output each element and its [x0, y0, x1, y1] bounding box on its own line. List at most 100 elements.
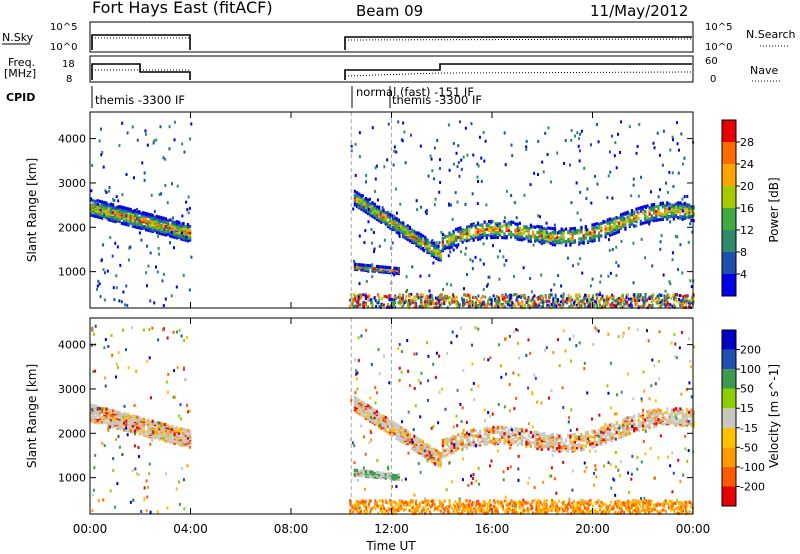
near-range-cell	[423, 304, 426, 308]
scatter-cell	[652, 216, 656, 220]
scatter-cell	[441, 455, 444, 459]
near-range-cell	[567, 294, 570, 298]
noise-cell	[570, 138, 573, 142]
noise-cell	[563, 161, 566, 165]
scatter-cell	[433, 461, 436, 465]
near-range-cell	[362, 304, 365, 308]
scatter-cell	[428, 248, 431, 252]
noise-cell	[668, 215, 671, 219]
noise-cell	[372, 231, 375, 235]
near-range-cell	[371, 305, 374, 309]
scatter-cell	[536, 438, 539, 442]
noise-cell	[680, 392, 683, 396]
noise-cell	[515, 216, 518, 220]
scatter-cell	[633, 214, 636, 218]
scatter-cell	[463, 228, 466, 232]
noise-cell	[162, 156, 165, 160]
near-range-cell	[349, 298, 352, 302]
near-range-cell	[656, 301, 659, 305]
noise-cell	[680, 330, 683, 334]
near-range-cell	[466, 298, 469, 302]
scatter-cell	[483, 234, 486, 238]
scatter-cell	[98, 215, 101, 220]
scatter-cell	[448, 440, 451, 444]
scatter-cell	[476, 237, 480, 241]
noise-cell	[680, 132, 683, 136]
nsky-tick-bottom: 10^0	[50, 42, 77, 53]
noise-cell	[491, 220, 494, 224]
scatter-cell	[512, 437, 515, 442]
noise-cell	[173, 138, 176, 142]
noise-cell	[502, 255, 505, 259]
scatter-cell	[138, 432, 141, 436]
near-range-cell	[633, 296, 636, 300]
scatter-cell	[465, 239, 469, 243]
scatter-cell	[534, 444, 537, 448]
noise-cell	[503, 216, 506, 220]
scatter-cell	[648, 419, 651, 423]
noise-cell	[438, 241, 441, 245]
near-range-cell	[589, 305, 592, 309]
near-range-cell	[436, 302, 439, 306]
scatter-cell	[584, 438, 587, 442]
scatter-cell	[641, 416, 645, 420]
near-range-cell	[357, 300, 360, 304]
scatter-cell	[186, 429, 189, 433]
noise-cell	[611, 134, 614, 138]
noise-cell	[597, 140, 600, 144]
noise-cell	[576, 131, 579, 135]
scatter-cell	[509, 432, 513, 436]
scatter-cell	[162, 222, 165, 227]
near-range-cell	[663, 302, 666, 306]
scatter-cell	[569, 232, 572, 236]
noise-cell	[662, 273, 665, 277]
scatter-cell	[674, 209, 678, 214]
scatter-cell	[575, 443, 579, 447]
scatter-cell	[628, 422, 631, 426]
scatter-cell	[472, 438, 475, 442]
noise-cell	[586, 304, 589, 308]
scatter-cell	[116, 205, 119, 209]
noise-cell	[354, 372, 357, 376]
noise-cell	[430, 157, 433, 161]
scatter-cell	[395, 428, 398, 432]
near-range-cell	[442, 301, 445, 305]
scatter-cell	[485, 437, 488, 441]
power-y-axis: 1000 2000 3000 4000	[58, 133, 86, 279]
near-range-cell	[562, 305, 565, 309]
scatter-cell	[426, 247, 429, 251]
scatter-cell	[474, 230, 477, 234]
near-range-cell	[465, 293, 468, 297]
noise-cell	[158, 252, 161, 256]
near-range-cell	[536, 296, 539, 300]
scatter-cell	[611, 220, 614, 224]
scatter-cell	[580, 438, 583, 442]
noise-cell	[91, 493, 94, 497]
near-range-cell	[551, 301, 554, 305]
scatter-cell	[666, 407, 669, 411]
noise-cell	[490, 459, 493, 463]
scatter-cell	[465, 227, 469, 232]
noise-cell	[160, 192, 163, 196]
noise-cell	[668, 280, 671, 284]
scatter-cell	[189, 231, 192, 235]
near-range-cell	[586, 299, 589, 303]
noise-cell	[153, 209, 156, 213]
near-range-cell	[578, 295, 581, 299]
scatter-cell	[679, 201, 682, 205]
scatter-cell	[670, 208, 673, 212]
scatter-cell	[138, 416, 141, 420]
scatter-cell	[688, 203, 691, 207]
scatter-cell	[503, 236, 506, 240]
scatter-cell	[591, 445, 594, 449]
scatter-cell	[677, 410, 680, 415]
near-range-cell	[431, 296, 434, 300]
near-range-cell	[682, 295, 685, 299]
noise-cell	[149, 299, 152, 303]
scatter-cell	[369, 411, 372, 416]
noise-cell	[183, 150, 186, 154]
scatter-cell	[670, 420, 673, 424]
scatter-cell	[652, 408, 656, 413]
near-range-cell	[685, 297, 688, 301]
scatter-cell	[452, 239, 455, 244]
